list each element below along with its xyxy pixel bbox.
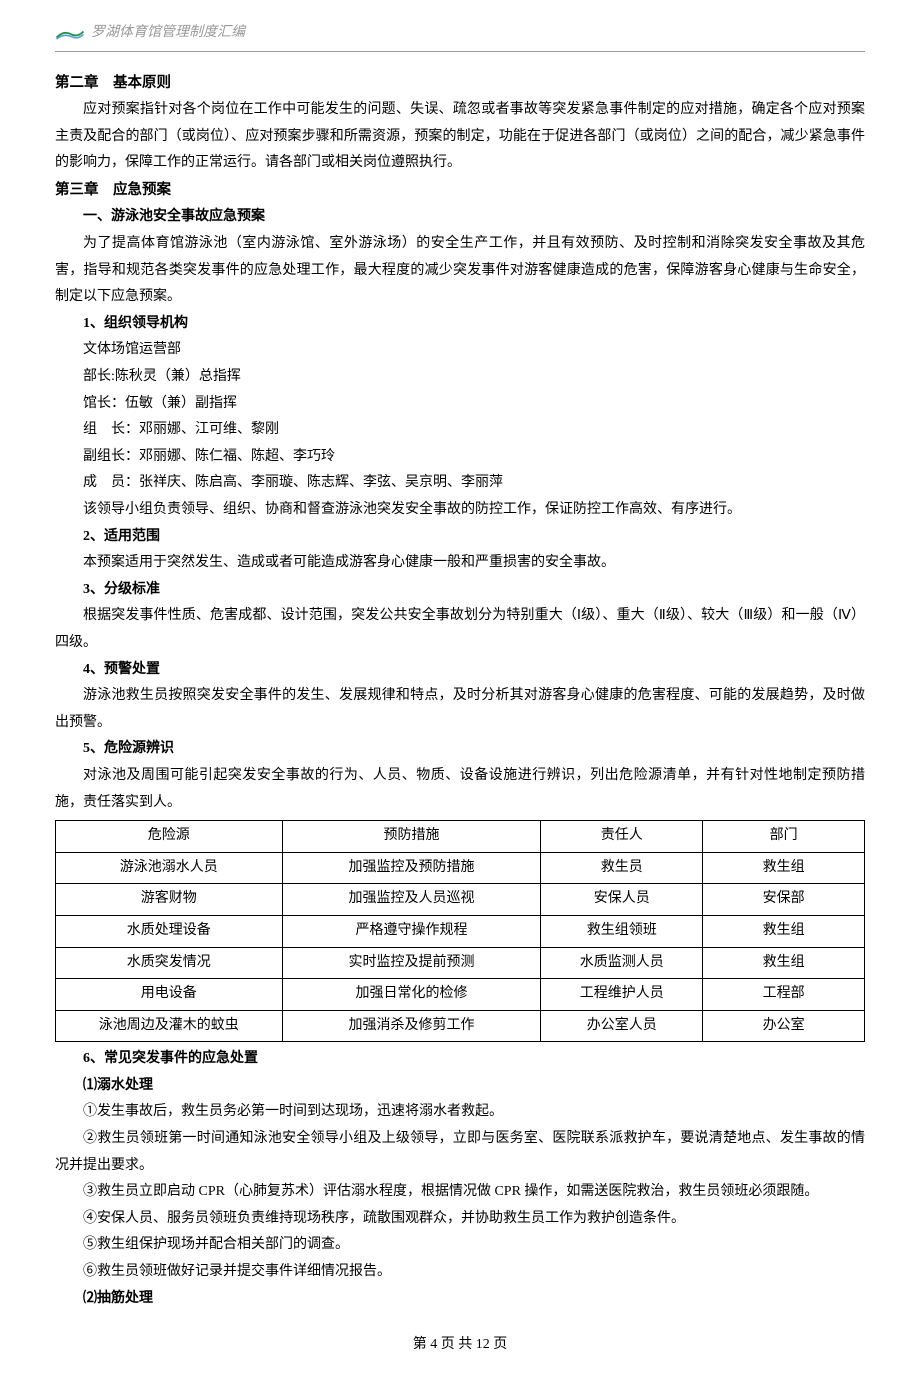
item1-line5: 成 员：张祥庆、陈启高、李丽璇、陈志辉、李弦、吴京明、李丽萍: [55, 470, 865, 497]
table-row: 游客财物 加强监控及人员巡视 安保人员 安保部: [56, 884, 865, 916]
header-title: 罗湖体育馆管理制度汇编: [91, 20, 245, 47]
th-2: 责任人: [541, 821, 703, 853]
sub1-line5: ⑥救生员领班做好记录并提交事件详细情况报告。: [55, 1259, 865, 1286]
item2-title: 2、适用范围: [55, 524, 865, 551]
section1-intro: 为了提高体育馆游泳池（室内游泳馆、室外游泳场）的安全生产工作，并且有效预防、及时…: [55, 231, 865, 311]
table-row: 游泳池溺水人员 加强监控及预防措施 救生员 救生组: [56, 852, 865, 884]
item1-line2: 馆长：伍敏（兼）副指挥: [55, 391, 865, 418]
item4-content: 游泳池救生员按照突发安全事件的发生、发展规律和特点，及时分析其对游客身心健康的危…: [55, 683, 865, 736]
th-3: 部门: [703, 821, 865, 853]
page-header: 罗湖体育馆管理制度汇编: [55, 20, 865, 52]
table-row: 水质突发情况 实时监控及提前预测 水质监测人员 救生组: [56, 947, 865, 979]
item1-line0: 文体场馆运营部: [55, 337, 865, 364]
item6-title: 6、常见突发事件的应急处置: [55, 1046, 865, 1073]
sub1-line3: ④安保人员、服务员领班负责维持现场秩序，疏散围观群众，并协助救生员工作为救护创造…: [55, 1206, 865, 1233]
item1-line6: 该领导小组负责领导、组织、协商和督查游泳池突发安全事故的防控工作，保证防控工作高…: [55, 497, 865, 524]
section1-title: 一、游泳池安全事故应急预案: [55, 204, 865, 231]
item1-line1: 部长:陈秋灵（兼）总指挥: [55, 364, 865, 391]
table-row: 水质处理设备 严格遵守操作规程 救生组领班 救生组: [56, 915, 865, 947]
logo-icon: [55, 24, 85, 42]
item4-title: 4、预警处置: [55, 657, 865, 684]
table-row: 泳池周边及灌木的蚊虫 加强消杀及修剪工作 办公室人员 办公室: [56, 1010, 865, 1042]
item1-title: 1、组织领导机构: [55, 311, 865, 338]
page-footer: 第 4 页 共 12 页: [55, 1332, 865, 1359]
table-header-row: 危险源 预防措施 责任人 部门: [56, 821, 865, 853]
sub1-line2: ③救生员立即启动 CPR（心肺复苏术）评估溺水程度，根据情况做 CPR 操作，如…: [55, 1179, 865, 1206]
chapter2-title: 第二章 基本原则: [55, 70, 865, 98]
sub1-line4: ⑤救生组保护现场并配合相关部门的调查。: [55, 1232, 865, 1259]
th-0: 危险源: [56, 821, 283, 853]
risk-table: 危险源 预防措施 责任人 部门 游泳池溺水人员 加强监控及预防措施 救生员 救生…: [55, 820, 865, 1042]
item2-content: 本预案适用于突然发生、造成或者可能造成游客身心健康一般和严重损害的安全事故。: [55, 550, 865, 577]
sub1-title: ⑴溺水处理: [55, 1073, 865, 1100]
chapter2-para: 应对预案指针对各个岗位在工作中可能发生的问题、失误、疏忽或者事故等突发紧急事件制…: [55, 97, 865, 177]
th-1: 预防措施: [282, 821, 541, 853]
item1-line3: 组 长：邓丽娜、江可维、黎刚: [55, 417, 865, 444]
sub1-line0: ①发生事故后，救生员务必第一时间到达现场，迅速将溺水者救起。: [55, 1099, 865, 1126]
sub1-line1: ②救生员领班第一时间通知泳池安全领导小组及上级领导，立即与医务室、医院联系派救护…: [55, 1126, 865, 1179]
item5-content: 对泳池及周围可能引起突发安全事故的行为、人员、物质、设备设施进行辨识，列出危险源…: [55, 763, 865, 816]
chapter3-title: 第三章 应急预案: [55, 177, 865, 205]
table-row: 用电设备 加强日常化的检修 工程维护人员 工程部: [56, 979, 865, 1011]
sub2-title: ⑵抽筋处理: [55, 1286, 865, 1313]
item3-title: 3、分级标准: [55, 577, 865, 604]
item3-content: 根据突发事件性质、危害成都、设计范围，突发公共安全事故划分为特别重大（Ⅰ级）、重…: [55, 603, 865, 656]
item1-line4: 副组长：邓丽娜、陈仁福、陈超、李巧玲: [55, 444, 865, 471]
item5-title: 5、危险源辨识: [55, 736, 865, 763]
